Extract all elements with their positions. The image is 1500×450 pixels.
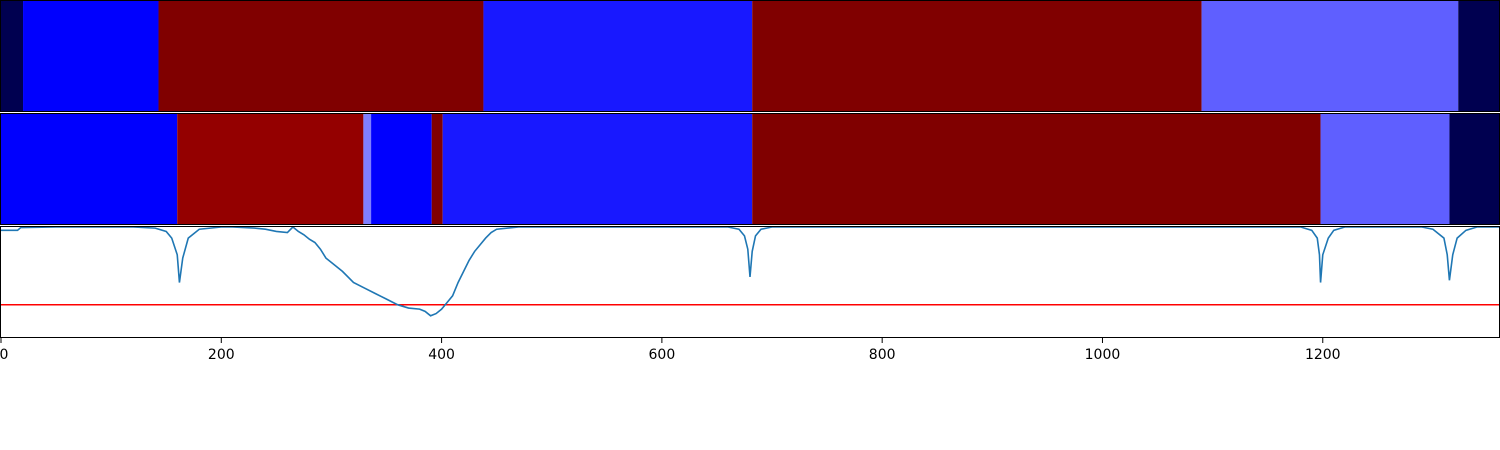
strip-0-segment-2: [159, 1, 484, 112]
strip-1-segment-3: [371, 114, 432, 225]
strip-1-segment-8: [1449, 114, 1499, 225]
strip-1-segment-1: [177, 114, 363, 225]
bottom-segment-strip: [1, 114, 1499, 225]
strip-0-segment-0: [1, 1, 23, 112]
x-axis: 0 200 400 600 800 1000 1200: [0, 338, 1341, 363]
strip-1-segment-0: [1, 114, 177, 225]
x-tick-label: 600: [649, 347, 676, 363]
strip-0-segment-4: [752, 1, 1201, 112]
strip-0-segment-6: [1458, 1, 1499, 112]
strip-0-segment-1: [23, 1, 158, 112]
x-tick-label: 1200: [1305, 347, 1341, 363]
x-tick-label: 1000: [1085, 347, 1121, 363]
strip-1-segment-5: [443, 114, 753, 225]
strip-1-segment-7: [1321, 114, 1450, 225]
x-tick-label: 400: [428, 347, 455, 363]
strip-1-segment-6: [752, 114, 1320, 225]
top-segment-strip: [1, 1, 1499, 112]
strip-0-segment-3: [483, 1, 752, 112]
line-panel-frame: [1, 227, 1500, 338]
line-panel: [1, 227, 1499, 316]
x-tick-label: 0: [0, 347, 8, 363]
strip-1-segment-2: [363, 114, 371, 225]
x-tick-label: 200: [208, 347, 235, 363]
x-tick-label: 800: [869, 347, 896, 363]
strip-1-segment-4: [432, 114, 443, 225]
strip-0-segment-5: [1202, 1, 1459, 112]
series-line: [1, 227, 1499, 316]
